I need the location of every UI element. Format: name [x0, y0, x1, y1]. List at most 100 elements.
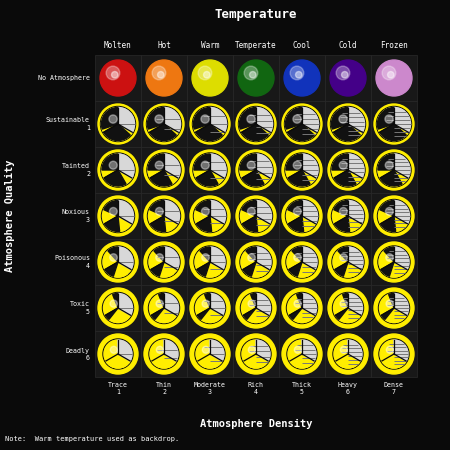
Circle shape: [98, 196, 138, 236]
Circle shape: [112, 72, 118, 78]
Circle shape: [236, 288, 276, 328]
Circle shape: [101, 153, 135, 187]
Wedge shape: [150, 340, 164, 361]
Bar: [141, 101, 187, 147]
Circle shape: [387, 72, 394, 78]
Wedge shape: [291, 308, 313, 323]
Circle shape: [294, 346, 302, 353]
Wedge shape: [381, 216, 396, 231]
Wedge shape: [244, 354, 268, 368]
Wedge shape: [102, 154, 118, 170]
Wedge shape: [348, 201, 364, 224]
Wedge shape: [150, 124, 178, 140]
Circle shape: [293, 115, 301, 123]
Wedge shape: [285, 108, 302, 132]
Wedge shape: [298, 170, 306, 186]
Circle shape: [190, 196, 230, 236]
Wedge shape: [252, 170, 260, 186]
Circle shape: [248, 254, 255, 261]
Circle shape: [282, 150, 322, 190]
Circle shape: [109, 115, 117, 123]
Wedge shape: [105, 262, 131, 277]
Wedge shape: [256, 154, 272, 178]
Wedge shape: [342, 293, 348, 308]
Circle shape: [374, 334, 414, 374]
Circle shape: [156, 254, 163, 261]
Circle shape: [202, 207, 209, 215]
Circle shape: [285, 108, 319, 140]
Wedge shape: [198, 354, 222, 368]
Circle shape: [193, 153, 227, 187]
Circle shape: [190, 242, 230, 282]
Bar: [325, 239, 371, 285]
Wedge shape: [102, 154, 118, 178]
Wedge shape: [104, 340, 118, 361]
Wedge shape: [249, 216, 263, 231]
Wedge shape: [380, 340, 394, 361]
Bar: [141, 193, 187, 239]
Text: Molten: Molten: [104, 41, 132, 50]
Wedge shape: [378, 154, 394, 170]
Bar: [187, 239, 233, 285]
Circle shape: [328, 104, 368, 144]
Circle shape: [328, 150, 368, 190]
Text: Tainted
2: Tainted 2: [62, 163, 90, 176]
Circle shape: [148, 246, 180, 278]
Wedge shape: [196, 124, 224, 140]
Circle shape: [201, 161, 209, 169]
Bar: [325, 101, 371, 147]
Wedge shape: [148, 201, 164, 224]
Circle shape: [282, 334, 322, 374]
Wedge shape: [290, 354, 314, 368]
Circle shape: [202, 254, 209, 261]
Wedge shape: [201, 262, 220, 277]
Wedge shape: [338, 262, 357, 277]
Bar: [325, 55, 371, 101]
Circle shape: [240, 154, 272, 186]
Circle shape: [386, 254, 393, 261]
Bar: [95, 331, 141, 377]
Circle shape: [98, 242, 138, 282]
Circle shape: [147, 153, 181, 187]
Wedge shape: [118, 340, 132, 361]
Wedge shape: [382, 308, 394, 320]
Wedge shape: [243, 308, 256, 320]
Wedge shape: [333, 201, 348, 224]
Circle shape: [340, 300, 347, 307]
Circle shape: [193, 107, 228, 141]
Circle shape: [332, 246, 364, 278]
Bar: [325, 193, 371, 239]
Circle shape: [288, 293, 316, 323]
Wedge shape: [254, 124, 258, 140]
Bar: [187, 101, 233, 147]
Circle shape: [149, 293, 179, 323]
Wedge shape: [164, 154, 180, 178]
Circle shape: [386, 207, 393, 215]
Wedge shape: [106, 354, 130, 368]
Wedge shape: [244, 354, 268, 368]
Text: Atmosphere Quality: Atmosphere Quality: [5, 160, 15, 272]
Circle shape: [377, 107, 411, 141]
Wedge shape: [288, 124, 314, 140]
Circle shape: [103, 201, 134, 231]
Wedge shape: [240, 154, 256, 178]
Circle shape: [288, 340, 316, 368]
Wedge shape: [108, 247, 118, 262]
Circle shape: [110, 254, 117, 261]
Circle shape: [287, 292, 318, 324]
Wedge shape: [242, 340, 256, 361]
Bar: [187, 55, 233, 101]
Bar: [371, 285, 417, 331]
Wedge shape: [341, 216, 355, 231]
Wedge shape: [289, 308, 315, 323]
Text: Rich
4: Rich 4: [248, 382, 264, 395]
Circle shape: [340, 254, 347, 261]
Circle shape: [192, 60, 228, 96]
Circle shape: [148, 201, 180, 231]
Wedge shape: [344, 170, 352, 186]
Wedge shape: [332, 108, 348, 132]
Circle shape: [376, 60, 412, 96]
Wedge shape: [105, 308, 130, 323]
Circle shape: [110, 346, 117, 353]
Wedge shape: [335, 216, 350, 231]
